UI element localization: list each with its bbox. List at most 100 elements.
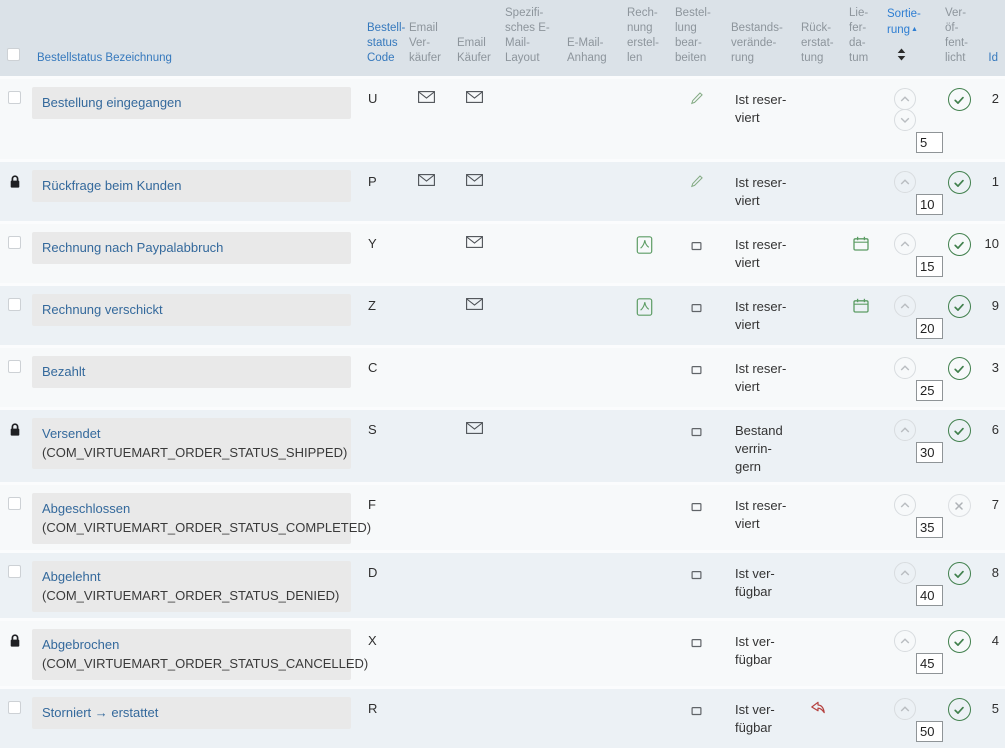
row-checkbox[interactable]: [8, 360, 21, 373]
check-circle-icon[interactable]: [948, 698, 971, 721]
ordering-input[interactable]: [916, 653, 943, 674]
move-up-button[interactable]: [894, 419, 916, 441]
status-name-link[interactable]: Bezahlt: [42, 364, 85, 379]
ordering-input[interactable]: [916, 517, 943, 538]
row-checkbox[interactable]: [8, 236, 21, 249]
stock-change-cell: Ist ver-fügbar: [724, 688, 794, 748]
sort-direction-icon[interactable]: [897, 48, 935, 61]
status-name-link[interactable]: Abgeschlossen: [42, 501, 130, 516]
move-up-button[interactable]: [894, 88, 916, 110]
check-circle-icon[interactable]: [948, 357, 971, 380]
move-up-button[interactable]: [894, 171, 916, 193]
col-header-email-attachment: E-Mail-Anhang: [560, 0, 620, 78]
create-invoice-cell: [620, 78, 668, 161]
status-code-cell: Z: [360, 285, 402, 347]
row-select-cell: [0, 552, 30, 620]
status-code-cell: R: [360, 688, 402, 748]
move-up-button[interactable]: [894, 698, 916, 720]
col-header-id[interactable]: Id: [980, 0, 1005, 78]
ordering-input[interactable]: [916, 194, 943, 215]
check-circle-icon[interactable]: [948, 171, 971, 194]
check-circle-icon[interactable]: [948, 562, 971, 585]
col-header-edit-order: Bestel-lung bear-beiten: [668, 0, 724, 78]
status-name-link[interactable]: Storniert → erstattet: [42, 705, 158, 720]
create-invoice-cell: [620, 688, 668, 748]
row-checkbox[interactable]: [8, 565, 21, 578]
create-invoice-cell: [620, 285, 668, 347]
delivery-date-cell: [842, 409, 880, 484]
status-name-cell: Rückfrage beim Kunden: [30, 161, 360, 223]
check-circle-icon[interactable]: [948, 295, 971, 318]
lock-outline-icon: [689, 236, 704, 251]
select-all-checkbox[interactable]: [7, 48, 20, 61]
table-body: Bestellung eingegangen U Ist reser-viert…: [0, 78, 1005, 748]
check-circle-icon[interactable]: [948, 630, 971, 653]
ordering-input[interactable]: [916, 585, 943, 606]
published-cell: [938, 223, 980, 285]
status-name-cell: Storniert → erstattet: [30, 688, 360, 748]
move-up-button[interactable]: [894, 630, 916, 652]
refund-cell: [794, 347, 842, 409]
status-name-link[interactable]: Bestellung eingegangen: [42, 95, 182, 110]
row-select-cell: [0, 285, 30, 347]
delivery-date-cell: [842, 161, 880, 223]
check-circle-icon[interactable]: [948, 419, 971, 442]
refund-cell: [794, 620, 842, 688]
status-name-link[interactable]: Abgelehnt: [42, 569, 101, 584]
move-up-button[interactable]: [894, 233, 916, 255]
status-name-link[interactable]: Abgebrochen: [42, 637, 119, 652]
status-name-link[interactable]: Rückfrage beim Kunden: [42, 178, 181, 193]
email-seller-cell: [402, 347, 450, 409]
email-seller-cell: [402, 223, 450, 285]
published-cell: [938, 552, 980, 620]
status-name-link[interactable]: Rechnung verschickt: [42, 302, 163, 317]
pencil-icon[interactable]: [689, 91, 704, 106]
move-up-button[interactable]: [894, 295, 916, 317]
col-header-code[interactable]: Bestell-status Code: [360, 0, 402, 78]
stock-change-cell: Bestand verrin-gern: [724, 409, 794, 484]
published-cell: [938, 409, 980, 484]
create-invoice-cell: [620, 620, 668, 688]
refund-cell: [794, 285, 842, 347]
table-header: Bestellstatus Bezeichnung Bestell-status…: [0, 0, 1005, 78]
status-name-link[interactable]: Rechnung nach Paypalabbruch: [42, 240, 223, 255]
col-header-email-buyer: Email Käufer: [450, 0, 498, 78]
move-up-button[interactable]: [894, 562, 916, 584]
email-layout-cell: [498, 285, 560, 347]
move-down-button[interactable]: [894, 109, 916, 131]
ordering-input[interactable]: [916, 721, 943, 742]
status-name-link[interactable]: Versendet: [42, 426, 101, 441]
published-cell: [938, 161, 980, 223]
lock-outline-icon: [689, 497, 704, 512]
move-up-button[interactable]: [894, 494, 916, 516]
status-name-cell: Abgebrochen (COM_VIRTUEMART_ORDER_STATUS…: [30, 620, 360, 688]
row-checkbox[interactable]: [8, 701, 21, 714]
published-cell: [938, 78, 980, 161]
refund-cell: [794, 552, 842, 620]
col-header-name[interactable]: Bestellstatus Bezeichnung: [30, 0, 360, 78]
email-layout-cell: [498, 484, 560, 552]
ordering-input[interactable]: [916, 318, 943, 339]
move-up-button[interactable]: [894, 357, 916, 379]
ordering-input[interactable]: [916, 380, 943, 401]
ordering-input[interactable]: [916, 132, 943, 153]
lock-solid-icon: [8, 422, 22, 437]
check-circle-icon[interactable]: [948, 233, 971, 256]
ordering-input[interactable]: [916, 442, 943, 463]
ordering-sort-link[interactable]: Sortie-rung▲: [887, 8, 921, 36]
row-checkbox[interactable]: [8, 91, 21, 104]
email-attachment-cell: [560, 620, 620, 688]
ordering-cell: [880, 484, 938, 552]
status-name-box: Abgebrochen (COM_VIRTUEMART_ORDER_STATUS…: [32, 629, 351, 680]
email-layout-cell: [498, 223, 560, 285]
check-circle-icon[interactable]: [948, 88, 971, 111]
email-attachment-cell: [560, 78, 620, 161]
row-checkbox[interactable]: [8, 497, 21, 510]
row-checkbox[interactable]: [8, 298, 21, 311]
row-select-cell: [0, 620, 30, 688]
pencil-icon[interactable]: [689, 174, 704, 189]
lock-solid-icon: [8, 633, 22, 648]
id-cell: 9: [980, 285, 1005, 347]
x-circle-icon[interactable]: [948, 494, 971, 517]
ordering-input[interactable]: [916, 256, 943, 277]
